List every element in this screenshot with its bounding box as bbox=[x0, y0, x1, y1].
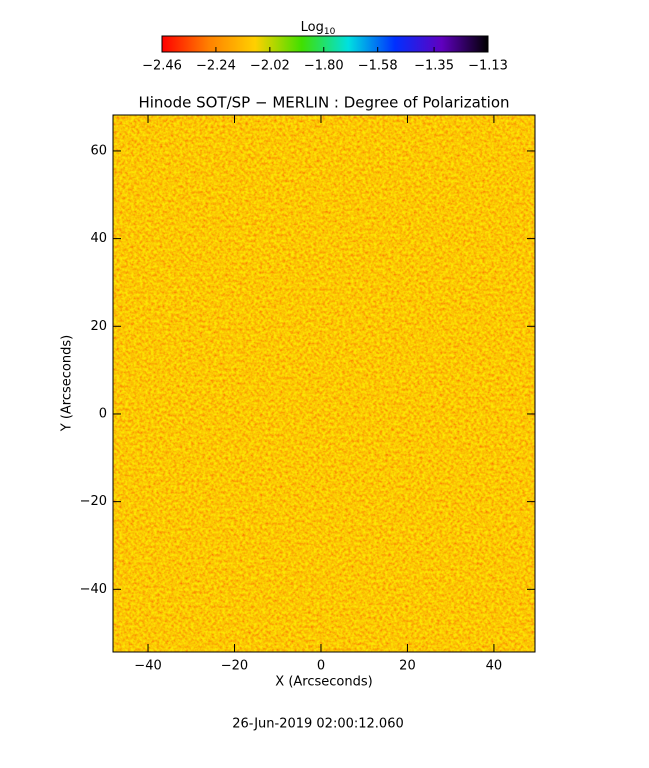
heatmap-texture bbox=[113, 115, 535, 652]
plot-frame bbox=[112, 114, 536, 653]
colorbar-tick-label: −2.24 bbox=[196, 59, 236, 74]
colorbar-tick-label: −2.46 bbox=[142, 59, 182, 74]
x-tick-label: 0 bbox=[317, 659, 325, 674]
colorbar-tick-label: −1.80 bbox=[304, 59, 344, 74]
y-tick-label: 0 bbox=[99, 406, 107, 421]
x-axis-label: X (Arcseconds) bbox=[275, 675, 372, 690]
x-tick-label: 40 bbox=[486, 659, 503, 674]
y-axis-label: Y (Arcseconds) bbox=[60, 335, 75, 432]
x-tick-label: −40 bbox=[134, 659, 161, 674]
colorbar-tick-label: −1.58 bbox=[358, 59, 398, 74]
x-tick-label: 20 bbox=[399, 659, 416, 674]
y-tick-label: −20 bbox=[80, 494, 107, 509]
y-tick-label: −40 bbox=[80, 582, 107, 597]
colorbar-tick-label: −1.13 bbox=[468, 59, 508, 74]
y-tick-label: 40 bbox=[90, 231, 107, 246]
colorbar bbox=[161, 35, 489, 53]
y-tick-label: 60 bbox=[90, 143, 107, 158]
colorbar-title: Log10 bbox=[301, 20, 336, 37]
x-tick-label: −20 bbox=[221, 659, 248, 674]
chart-title: Hinode SOT/SP − MERLIN : Degree of Polar… bbox=[138, 94, 509, 112]
colorbar-tick-label: −2.02 bbox=[250, 59, 290, 74]
footer-date: 26-Jun-2019 02:00:12.060 bbox=[232, 717, 404, 732]
y-tick-label: 20 bbox=[90, 319, 107, 334]
colorbar-tick-label: −1.35 bbox=[414, 59, 454, 74]
